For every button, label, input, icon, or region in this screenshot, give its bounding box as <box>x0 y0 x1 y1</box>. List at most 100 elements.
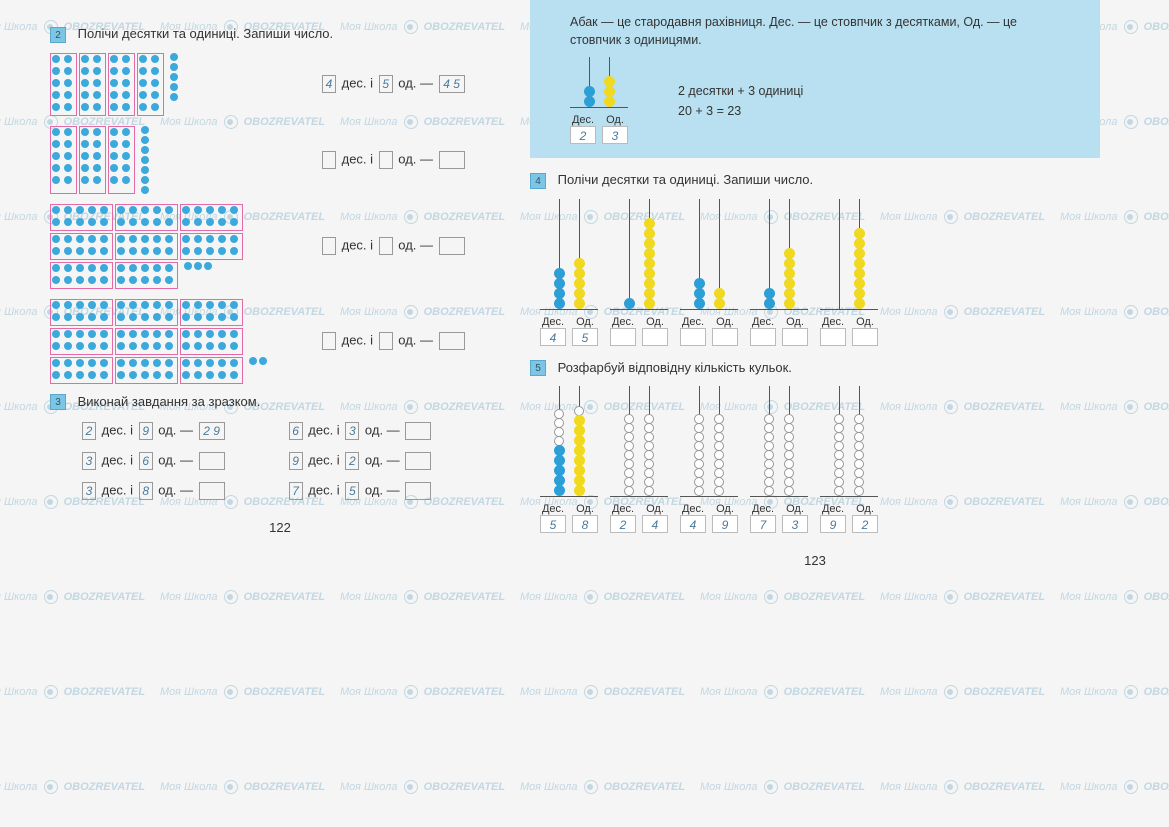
number-box[interactable] <box>199 482 225 500</box>
abacus-value-box[interactable] <box>712 328 738 346</box>
abacus-value-box[interactable] <box>642 328 668 346</box>
abacus-value-box[interactable] <box>782 328 808 346</box>
bead <box>574 258 585 269</box>
ones-box[interactable]: 5 <box>345 482 359 500</box>
number-box[interactable] <box>439 151 465 169</box>
tens-box[interactable]: 7 <box>289 482 303 500</box>
abacus-value-box[interactable]: 3 <box>602 126 628 144</box>
abacus-value-box[interactable]: 5 <box>572 328 598 346</box>
abacus-eq2: 20 + 3 = 23 <box>678 101 803 121</box>
ten-block <box>108 126 135 194</box>
tens-box[interactable] <box>322 151 336 169</box>
abacus-value-box[interactable]: 9 <box>820 515 846 533</box>
ones-box[interactable]: 8 <box>139 482 153 500</box>
bead <box>784 486 794 496</box>
bead <box>854 228 865 239</box>
abacus-info-panel: Абак — це стародавня рахівниця. Дес. — ц… <box>530 0 1100 158</box>
page-left: 2 Полічи десятки та одиниці. Запиши числ… <box>0 0 520 578</box>
number-box[interactable]: 4 5 <box>439 75 465 93</box>
bead <box>784 268 795 279</box>
watermark-item: Моя Школа OBOZREVATEL <box>0 590 145 604</box>
bead <box>554 278 565 289</box>
tens-box[interactable]: 2 <box>82 422 96 440</box>
ones-box[interactable]: 6 <box>139 452 153 470</box>
bead <box>694 288 705 299</box>
page-right-number: 123 <box>530 553 1100 568</box>
abacus-value-box[interactable] <box>610 328 636 346</box>
task4-num: 4 <box>530 173 546 189</box>
ten-block <box>79 53 106 116</box>
ones-box[interactable] <box>379 332 393 350</box>
task2-answer: дес. і од. — <box>320 332 467 350</box>
abacus-value-box[interactable]: 2 <box>610 515 636 533</box>
ones-box[interactable] <box>379 237 393 255</box>
bead <box>574 298 585 309</box>
page-right: Абак — це стародавня рахівниця. Дес. — ц… <box>520 0 1120 578</box>
bead <box>644 238 655 249</box>
task3-item: 9 дес. і 2 од. — <box>287 452 434 470</box>
bead <box>784 298 795 309</box>
task3-item: 3 дес. і 8 од. — <box>80 482 227 500</box>
abacus-value-box[interactable]: 2 <box>852 515 878 533</box>
watermark-item: Моя Школа OBOZREVATEL <box>1060 780 1169 794</box>
number-box[interactable] <box>439 237 465 255</box>
tens-box[interactable]: 6 <box>289 422 303 440</box>
ones-box[interactable]: 5 <box>379 75 393 93</box>
ones-box[interactable]: 2 <box>345 452 359 470</box>
bead <box>784 278 795 289</box>
task4-title: Полічи десятки та одиниці. Запиши число. <box>558 172 814 187</box>
abacus-value-box[interactable] <box>820 328 846 346</box>
ten-block <box>50 126 77 194</box>
ten-block <box>79 126 106 194</box>
bead <box>624 486 634 496</box>
abacus-value-box[interactable] <box>852 328 878 346</box>
bead <box>854 238 865 249</box>
abacus-column-label: Од. <box>856 316 874 328</box>
ten-block <box>115 299 178 326</box>
number-box[interactable] <box>439 332 465 350</box>
abacus-value-box[interactable]: 5 <box>540 515 566 533</box>
watermark-item: Моя Школа OBOZREVATEL <box>1060 590 1169 604</box>
abacus-value-box[interactable]: 7 <box>750 515 776 533</box>
tens-box[interactable] <box>322 332 336 350</box>
number-box[interactable] <box>405 452 431 470</box>
bead <box>554 268 565 279</box>
abacus-value-box[interactable]: 3 <box>782 515 808 533</box>
bead <box>764 288 775 299</box>
task3-row: 3 дес. і 8 од. — 7 дес. і 5 од. — <box>80 482 510 500</box>
ones-box[interactable]: 9 <box>139 422 153 440</box>
abacus-value-box[interactable] <box>680 328 706 346</box>
tens-box[interactable]: 3 <box>82 452 96 470</box>
tens-box[interactable] <box>322 237 336 255</box>
watermark-item: Моя Школа OBOZREVATEL <box>520 590 685 604</box>
abacus: Дес.4Од.9 <box>680 386 738 533</box>
ten-block <box>50 262 113 289</box>
abacus-value-box[interactable]: 9 <box>712 515 738 533</box>
ones-box[interactable] <box>379 151 393 169</box>
ten-block <box>50 53 77 116</box>
watermark-item: Моя Школа OBOZREVATEL <box>340 685 505 699</box>
abacus-column-label: Дес. <box>612 503 634 515</box>
tens-box[interactable]: 4 <box>322 75 336 93</box>
abacus-value-box[interactable]: 4 <box>642 515 668 533</box>
ones-box[interactable]: 3 <box>345 422 359 440</box>
number-box[interactable] <box>405 422 431 440</box>
task2-answer: дес. і од. — <box>320 237 467 255</box>
abacus-column-label: Од. <box>646 503 664 515</box>
tens-box[interactable]: 3 <box>82 482 96 500</box>
abacus-value-box[interactable] <box>750 328 776 346</box>
page-left-number: 122 <box>50 520 510 535</box>
abacus-value-box[interactable]: 8 <box>572 515 598 533</box>
bead <box>784 258 795 269</box>
tens-box[interactable]: 9 <box>289 452 303 470</box>
number-box[interactable] <box>199 452 225 470</box>
number-box[interactable] <box>405 482 431 500</box>
number-box[interactable]: 2 9 <box>199 422 225 440</box>
abacus-value-box[interactable]: 4 <box>540 328 566 346</box>
abacus-value-box[interactable]: 2 <box>570 126 596 144</box>
abacus-value-box[interactable]: 4 <box>680 515 706 533</box>
task2-row: дес. і од. — <box>50 126 510 194</box>
bead <box>764 486 774 496</box>
bead <box>854 258 865 269</box>
abacus-column-label: Од. <box>856 503 874 515</box>
